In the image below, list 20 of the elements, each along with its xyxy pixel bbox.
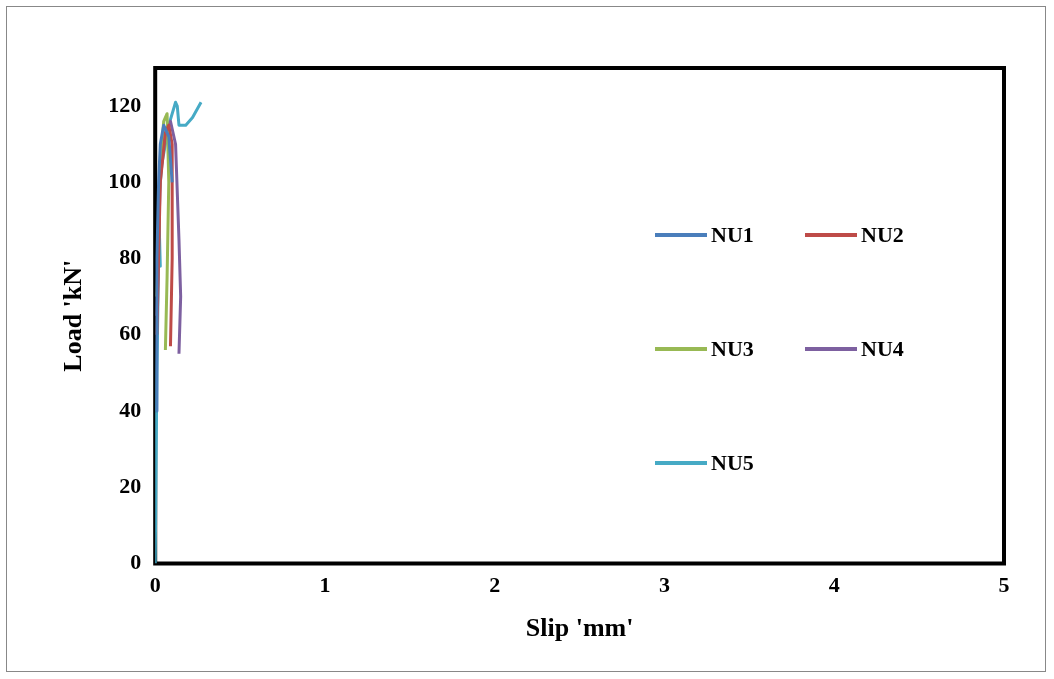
y-tick-label: 60 xyxy=(119,320,142,346)
y-tick-label: 20 xyxy=(119,472,142,498)
legend-label: NU2 xyxy=(861,222,904,248)
x-tick-label: 0 xyxy=(149,572,161,598)
x-tick-label: 5 xyxy=(998,572,1010,598)
legend-label: NU3 xyxy=(711,336,754,362)
x-tick-label: 2 xyxy=(489,572,501,598)
y-tick-label: 40 xyxy=(119,396,142,422)
legend-label: NU4 xyxy=(861,336,904,362)
legend-label: NU5 xyxy=(711,450,754,476)
y-tick-label: 120 xyxy=(108,91,142,117)
x-tick-label: 1 xyxy=(319,572,331,598)
y-axis-title: Load 'kN' xyxy=(58,259,88,372)
y-tick-label: 0 xyxy=(130,549,142,575)
x-tick-label: 3 xyxy=(658,572,670,598)
y-tick-label: 80 xyxy=(119,244,142,270)
x-axis-title: Slip 'mm' xyxy=(525,613,634,643)
x-tick-label: 4 xyxy=(828,572,840,598)
legend-label: NU1 xyxy=(711,222,754,248)
y-tick-label: 100 xyxy=(108,168,142,194)
